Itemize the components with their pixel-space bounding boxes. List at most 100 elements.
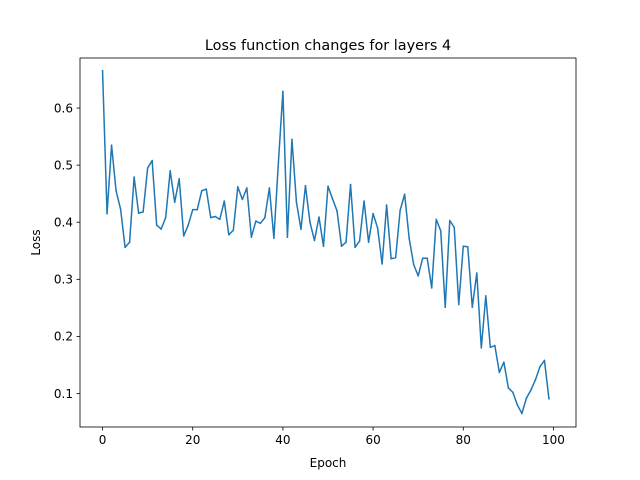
x-tick-label: 40: [275, 433, 290, 447]
data-point: [476, 272, 478, 274]
y-tick-label: 0.5: [54, 158, 73, 172]
y-tick-label: 0.4: [54, 216, 73, 230]
data-point: [196, 208, 199, 211]
data-point: [390, 257, 392, 260]
data-point: [494, 344, 496, 347]
data-point: [412, 263, 415, 266]
data-point: [151, 159, 153, 162]
data-point: [403, 193, 406, 196]
data-point: [363, 200, 365, 202]
chart-title: Loss function changes for layers 4: [205, 38, 451, 54]
data-point: [214, 215, 217, 218]
plot-area: [79, 57, 577, 428]
data-point: [372, 212, 374, 215]
data-point: [489, 346, 492, 349]
data-point: [268, 187, 271, 189]
data-point: [408, 237, 410, 240]
data-point: [169, 170, 171, 172]
data-point: [291, 138, 293, 141]
data-point: [421, 257, 424, 260]
data-point: [349, 183, 352, 186]
data-point: [367, 241, 370, 244]
data-point: [381, 263, 383, 265]
data-point: [457, 303, 460, 306]
data-point: [453, 226, 456, 229]
data-point: [354, 246, 356, 249]
y-axis-label: Loss: [29, 229, 43, 255]
data-point: [300, 228, 302, 230]
data-point: [124, 246, 126, 249]
data-point: [313, 239, 316, 242]
data-point: [237, 186, 239, 188]
y-tick-label: 0.6: [54, 101, 73, 115]
data-point: [164, 216, 167, 219]
data-point: [205, 188, 208, 190]
data-point: [137, 212, 140, 214]
data-point: [322, 245, 325, 248]
data-point: [430, 287, 433, 289]
data-point: [336, 210, 338, 212]
data-point: [512, 391, 514, 394]
data-point: [530, 389, 532, 391]
data-point: [358, 240, 361, 242]
data-point: [142, 211, 144, 213]
data-point: [435, 218, 438, 221]
data-point: [340, 245, 343, 248]
x-tick-label: 0: [99, 433, 107, 447]
data-point: [309, 221, 311, 224]
data-point: [119, 208, 122, 210]
data-point: [345, 241, 347, 244]
x-axis-label: Epoch: [310, 456, 347, 470]
data-point: [173, 201, 176, 204]
data-point: [259, 222, 262, 225]
data-point: [146, 167, 149, 169]
data-point: [327, 185, 329, 188]
data-point: [331, 198, 334, 200]
x-tick-label: 60: [365, 433, 380, 447]
data-point: [394, 256, 397, 259]
data-point: [282, 90, 284, 93]
data-point: [101, 70, 104, 72]
data-point: [543, 359, 546, 362]
data-point: [128, 241, 131, 244]
data-point: [417, 275, 419, 277]
data-point: [182, 235, 185, 237]
data-point: [110, 144, 113, 146]
data-point: [444, 306, 447, 309]
data-point: [466, 245, 469, 248]
data-point: [439, 229, 442, 232]
data-point: [228, 233, 230, 236]
data-point: [106, 212, 108, 215]
data-points: [101, 70, 550, 415]
data-point: [376, 227, 379, 229]
data-point: [480, 347, 483, 349]
data-point: [187, 224, 190, 226]
data-point: [471, 306, 474, 309]
data-point: [200, 190, 203, 192]
data-point: [264, 216, 266, 219]
data-point: [241, 198, 244, 201]
series-line: [101, 70, 550, 415]
x-axis-ticks: 0 20 40 60 80 100: [99, 427, 565, 447]
data-point: [255, 220, 257, 222]
y-tick-label: 0.3: [54, 273, 73, 287]
data-point: [191, 208, 194, 211]
data-point: [304, 184, 307, 187]
data-point: [246, 187, 248, 189]
x-tick-label: 20: [185, 433, 200, 447]
data-point: [178, 178, 180, 180]
data-point: [160, 228, 162, 230]
y-tick-label: 0.2: [54, 330, 73, 344]
data-point: [539, 365, 541, 368]
data-point: [218, 218, 221, 221]
data-point: [548, 397, 550, 400]
data-point: [485, 295, 487, 297]
axes-frame: [79, 57, 577, 428]
data-point: [385, 204, 388, 206]
y-axis-ticks: 0.1 0.2 0.3 0.4 0.5 0.6: [54, 101, 80, 401]
data-point: [277, 161, 280, 164]
data-point: [426, 257, 429, 260]
data-point: [295, 201, 298, 204]
x-tick-label: 100: [542, 433, 565, 447]
